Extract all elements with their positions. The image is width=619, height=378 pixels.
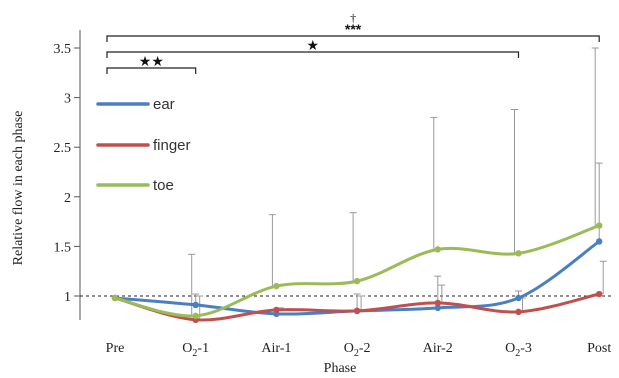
significance-bracket bbox=[106, 67, 197, 74]
data-point-toe bbox=[434, 246, 441, 253]
data-point-finger bbox=[434, 299, 441, 307]
y-tick-label: 1.5 bbox=[54, 240, 72, 255]
x-tick-suffix: -2 bbox=[359, 341, 371, 356]
x-axis: Pre O2-1 Air-1 O2-2 Air-2 O2-3 Post bbox=[106, 341, 612, 359]
x-tick-main: Pre bbox=[106, 341, 125, 356]
y-tick-label: 1 bbox=[64, 290, 71, 305]
data-point-ear bbox=[596, 238, 603, 245]
data-point-finger bbox=[353, 307, 361, 315]
x-tick-label: O2-3 bbox=[505, 341, 532, 359]
data-point-toe bbox=[273, 282, 280, 290]
data-point-ear bbox=[515, 294, 522, 302]
significance-bracket bbox=[106, 35, 600, 42]
legend-label-toe: toe bbox=[153, 177, 174, 194]
data-point-ear bbox=[192, 301, 199, 309]
x-ticks: Pre O2-1 Air-1 O2-2 Air-2 O2-3 Post bbox=[106, 341, 612, 359]
y-axis-label: Relative flow in each phase bbox=[11, 111, 26, 266]
data-point-toe bbox=[111, 294, 119, 302]
data-point-ear bbox=[434, 304, 441, 312]
error-bars bbox=[188, 47, 607, 320]
x-axis-label: Phase bbox=[324, 361, 357, 376]
x-tick-main: O bbox=[505, 341, 515, 356]
x-tick-label: Air-1 bbox=[261, 341, 291, 356]
x-tick-label: Post bbox=[587, 341, 611, 356]
data-point-finger bbox=[596, 290, 603, 298]
legend: ear finger toe bbox=[96, 96, 191, 194]
x-tick-main: Air-1 bbox=[261, 341, 291, 356]
y-ticks: 1 1.5 2 2.5 3 3.5 bbox=[54, 42, 80, 305]
series-lines bbox=[111, 222, 603, 324]
data-point-toe bbox=[353, 277, 361, 285]
x-tick-label: O2-2 bbox=[344, 341, 371, 359]
y-axis: 1 1.5 2 2.5 3 3.5 bbox=[54, 30, 81, 320]
data-point-toe bbox=[515, 250, 522, 257]
x-tick-label: O2-1 bbox=[182, 341, 209, 359]
significance-bracket bbox=[106, 51, 520, 58]
x-tick-label: Air-2 bbox=[423, 341, 453, 356]
x-tick-suffix: -1 bbox=[197, 341, 209, 356]
data-point-finger bbox=[273, 306, 280, 314]
x-tick-label: Pre bbox=[106, 341, 125, 356]
data-point-toe bbox=[596, 222, 603, 229]
data-point-toe bbox=[192, 312, 199, 320]
x-tick-subscript: 2 bbox=[354, 348, 359, 359]
y-tick-label: 2.5 bbox=[54, 141, 72, 156]
legend-label-finger: finger bbox=[153, 137, 191, 154]
x-tick-main: Air-2 bbox=[423, 341, 453, 356]
significance-label: ★ bbox=[306, 37, 319, 53]
y-tick-label: 2 bbox=[64, 191, 71, 206]
data-point-finger bbox=[515, 308, 522, 316]
x-tick-main: Post bbox=[587, 341, 611, 356]
significance-dagger: † bbox=[350, 11, 356, 25]
significance-label: ★★ bbox=[139, 53, 164, 69]
x-tick-main: O bbox=[182, 341, 192, 356]
legend-label-ear: ear bbox=[153, 96, 175, 113]
x-tick-subscript: 2 bbox=[192, 348, 197, 359]
y-tick-label: 3.5 bbox=[54, 42, 72, 57]
x-tick-subscript: 2 bbox=[515, 348, 520, 359]
y-tick-label: 3 bbox=[64, 92, 71, 107]
significance-brackets: ★★★***† bbox=[106, 11, 600, 74]
significance-label: *** bbox=[345, 21, 362, 37]
x-tick-suffix: -3 bbox=[520, 341, 532, 356]
x-tick-main: O bbox=[344, 341, 354, 356]
